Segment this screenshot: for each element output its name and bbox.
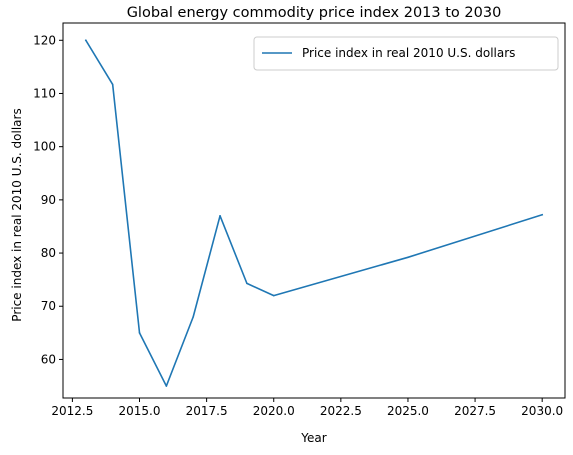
y-tick-label: 110: [33, 86, 56, 100]
x-axis: 2012.5 2015.0 2017.5 2020.0 2022.5 2025.0 2027…: [51, 398, 563, 418]
data-point: [111, 83, 114, 86]
data-point: [138, 332, 141, 334]
x-tick-label: 2020.0: [253, 404, 295, 418]
data-point: [272, 294, 275, 297]
data-point: [219, 215, 221, 217]
chart-title: Global energy commodity price index 2013…: [127, 5, 502, 21]
plot-frame: [62, 22, 566, 399]
y-tick-label: 120: [33, 33, 56, 47]
y-tick-label: 70: [41, 299, 56, 313]
y-tick-label: 80: [41, 246, 56, 260]
data-point: [407, 256, 409, 259]
legend: Price index in real 2010 U.S. dollars: [253, 36, 559, 71]
x-tick-label: 2027.5: [454, 404, 496, 418]
data-point: [192, 316, 194, 318]
x-tick-label: 2015.0: [119, 404, 161, 418]
y-axis: 60 70 80 90 100 110 120: [33, 33, 63, 366]
data-point: [85, 39, 87, 42]
series-layer: [84, 39, 544, 387]
y-axis-label: Price index in real 2010 U.S. dollars: [10, 108, 24, 321]
x-axis-label: Year: [300, 431, 326, 445]
y-tick-label: 60: [41, 352, 56, 366]
x-tick-label: 2017.5: [186, 404, 228, 418]
x-tick-label: 2030.0: [521, 404, 563, 418]
plot-area: [62, 22, 566, 399]
data-point: [246, 282, 248, 285]
y-tick-label: 100: [33, 140, 56, 154]
x-tick-label: 2012.5: [51, 404, 93, 418]
x-tick-label: 2022.5: [320, 404, 362, 418]
x-tick-label: 2025.0: [387, 404, 429, 418]
legend-box: [253, 36, 559, 71]
series-line: [84, 39, 544, 387]
legend-label: Price index in real 2010 U.S. dollars: [302, 46, 515, 60]
data-point: [541, 213, 543, 216]
y-tick-label: 90: [41, 193, 56, 207]
data-point: [165, 385, 168, 387]
